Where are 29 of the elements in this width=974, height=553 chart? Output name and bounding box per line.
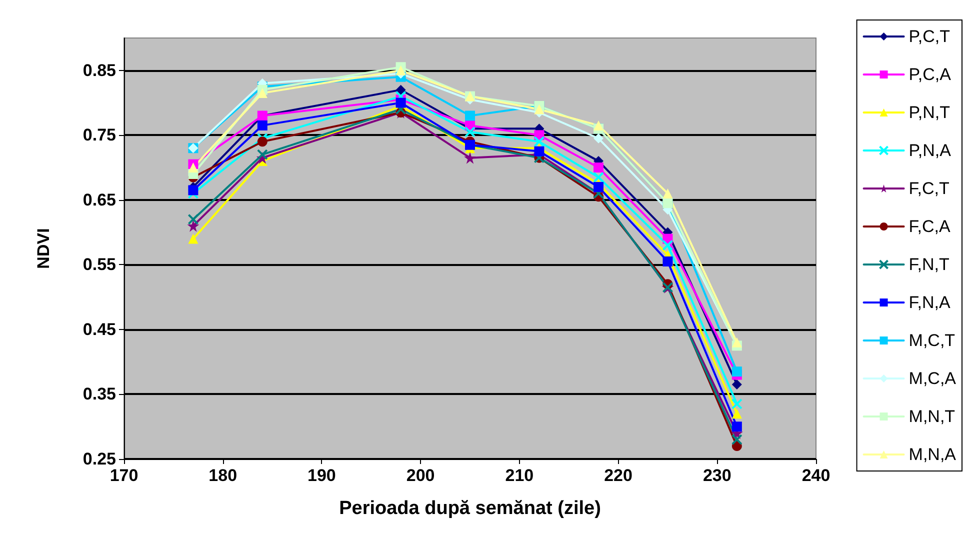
y-tick-label: 0.65 — [82, 190, 116, 210]
x-tick-label: 180 — [208, 466, 238, 485]
x-axis-title: Perioada după semănat (zile) — [339, 498, 601, 519]
legend-label: M,C,A — [908, 369, 957, 388]
legend-label: P,N,T — [908, 103, 950, 122]
legend-label: M,N,A — [908, 445, 957, 464]
x-tick-label: 200 — [406, 466, 435, 485]
y-tick-label: 0.85 — [82, 60, 116, 80]
legend-label: F,C,A — [908, 217, 951, 236]
x-tick-label: 240 — [802, 466, 830, 485]
legend-label: F,C,T — [908, 179, 950, 198]
x-tick-label: 170 — [110, 466, 138, 485]
y-tick-label: 0.75 — [82, 126, 116, 145]
x-tick-label: 230 — [702, 466, 732, 485]
x-tick-label: 190 — [308, 466, 336, 485]
legend-label: P,C,T — [908, 27, 950, 46]
legend-label: F,N,A — [908, 293, 951, 312]
x-tick-label: 220 — [604, 466, 632, 485]
y-tick-label: 0.25 — [82, 450, 116, 468]
legend-label: F,N,T — [908, 255, 950, 274]
y-tick-label: 0.35 — [82, 384, 116, 404]
y-axis-title: NDVI — [34, 228, 53, 269]
legend-label: P,N,A — [908, 141, 952, 160]
legend-label: M,C,T — [908, 331, 956, 350]
y-tick-label: 0.45 — [82, 320, 116, 339]
x-tick-label: 210 — [505, 466, 534, 485]
legend-label: P,C,A — [908, 65, 952, 84]
legend-label: M,N,T — [908, 407, 956, 426]
y-tick-label: 0.55 — [82, 255, 116, 274]
